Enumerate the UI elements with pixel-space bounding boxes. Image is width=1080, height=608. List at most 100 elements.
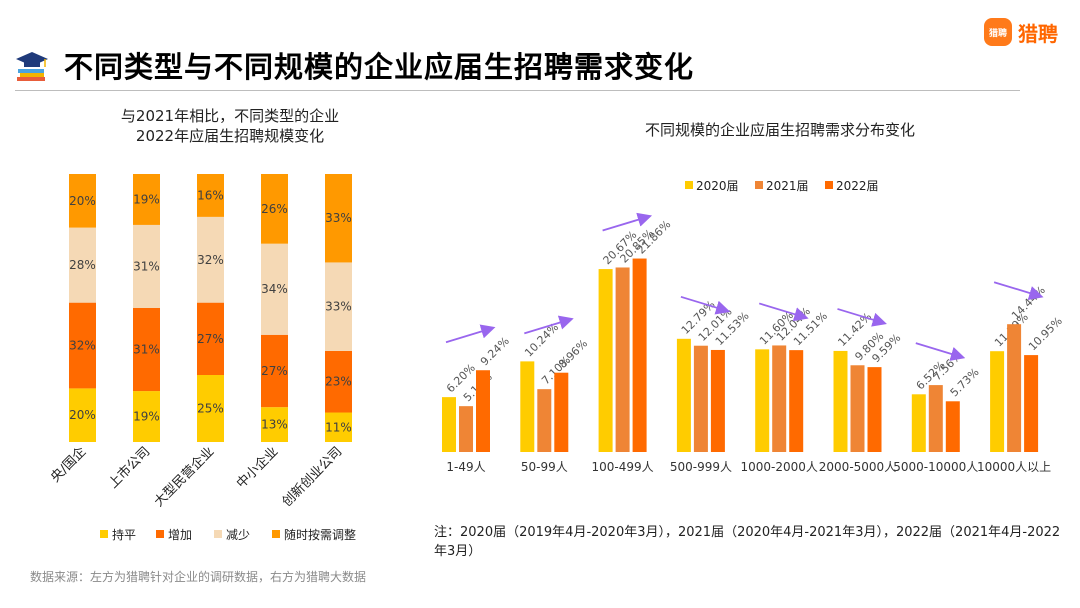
bar-2-2 [537,389,552,452]
bar-6-2 [850,365,865,452]
legend-swatch [100,530,108,538]
trend-arrow-down [680,295,731,315]
legend-label: 减少 [226,528,250,542]
bar-4-2 [693,345,708,452]
legend-label: 持平 [112,527,136,542]
trend-arrow-up [602,212,653,232]
stack-value-label: 16% [197,188,224,202]
bar-3-2 [615,267,630,452]
bar-3-1 [598,269,613,452]
stack-segment-1-4 [69,174,96,228]
brand-name: 猎聘 [1018,21,1058,46]
stack-value-label: 13% [261,418,288,432]
stack-segment-5-2 [325,350,352,413]
stack-segment-3-1 [197,375,224,442]
category-label: 5000-10000人 [893,460,978,474]
bar-6-3 [867,367,882,452]
stack-segment-4-4 [261,174,288,244]
bar-5-1 [755,349,770,452]
brand: 猎聘 猎聘 [984,18,1058,46]
trend-arrow-up [445,324,496,344]
left-chart-title: 与2021年相比，不同类型的企业 2022年应届生招聘规模变化 [80,106,380,146]
category-label: 大型民营企业 [151,444,217,510]
stack-value-label: 20% [69,194,96,208]
trend-arrow-down [758,302,809,322]
bar-3-3 [632,258,647,452]
stack-segment-5-4 [325,174,352,263]
stack-value-label: 28% [69,258,96,272]
stack-value-label: 19% [133,192,160,206]
legend-swatch [825,181,833,189]
bar-value-label: 8.96% [556,337,590,371]
legend-label: 2022届 [836,179,879,193]
stack-value-label: 27% [197,332,224,346]
bar-5-3 [789,350,804,452]
category-label: 1-49人 [446,460,485,474]
category-label: 100-499人 [592,460,654,474]
legend-swatch [156,530,164,538]
legend-swatch [272,530,280,538]
stack-value-label: 11% [325,420,352,434]
stack-segment-1-3 [69,227,96,303]
right-chart-title: 不同规模的企业应届生招聘需求分布变化 [644,121,915,139]
category-label: 央/国企 [47,444,89,486]
legend-swatch [685,181,693,189]
stack-value-label: 31% [133,259,160,273]
stack-value-label: 31% [133,343,160,357]
bar-6-1 [833,350,848,452]
stack-segment-4-1 [261,407,288,442]
bar-8-2 [1007,324,1022,452]
stack-segment-3-3 [197,216,224,303]
stack-segment-1-2 [69,302,96,389]
category-label: 上市公司 [105,444,153,492]
trend-arrow-down [993,281,1044,300]
stacked-bar-chart: 20% 32% 28% 20% 央/国企 19% 31% 31% 19% 上市公司 25% 27% 32… [47,174,356,542]
stack-value-label: 32% [69,339,96,353]
bar-1-1 [442,397,456,452]
bar-7-2 [928,385,943,452]
stack-value-label: 23% [325,375,352,389]
data-source: 数据来源：左方为猎聘针对企业的调研数据，右方为猎聘大数据 [30,570,367,584]
stack-segment-2-3 [133,224,160,308]
category-label: 创新创业公司 [279,444,345,510]
bar-8-3 [1024,355,1039,452]
stack-segment-1-1 [69,388,96,442]
category-label: 500-999人 [670,460,732,474]
stack-segment-4-2 [261,334,288,408]
left-chart-title-line-1: 与2021年相比，不同类型的企业 [120,107,340,125]
stack-value-label: 34% [261,282,288,296]
stack-value-label: 33% [325,300,352,314]
bar-5-2 [772,345,787,452]
stack-segment-5-1 [325,412,352,442]
stack-value-label: 19% [133,410,160,424]
graduation-cap-books-icon [14,48,50,84]
stack-segment-5-3 [325,262,352,351]
grouped-bar-chart: 2020届2021届2022届6.20%5.18%9.24%1-49人10.24… [442,179,1065,474]
trend-arrow-down [915,342,966,361]
category-label: 10000人以上 [977,460,1051,474]
bar-1-2 [459,406,473,452]
legend-label: 增加 [168,528,192,542]
stack-segment-3-4 [197,174,224,217]
footnote: 注：2020届（2019年4月-2020年3月），2021届（2020年4月-2… [434,525,1061,559]
stack-segment-4-3 [261,243,288,335]
bar-2-3 [554,372,569,452]
stack-segment-2-1 [133,391,160,442]
stack-segment-2-4 [133,174,160,225]
bar-1-3 [476,370,490,452]
category-label: 1000-2000人 [740,460,817,474]
stack-value-label: 26% [261,202,288,216]
legend-label: 随时按需调整 [284,527,356,542]
legend-label: 2020届 [696,179,739,193]
stack-value-label: 25% [197,402,224,416]
bar-value-label: 10.24% [522,321,561,360]
bar-value-label: 5.73% [948,366,982,400]
trend-arrow-up [524,315,574,335]
legend-swatch [755,181,763,189]
stack-value-label: 33% [325,211,352,225]
bar-8-1 [990,351,1005,452]
stack-value-label: 20% [69,408,96,422]
category-label: 50-99人 [521,460,568,474]
legend-swatch [214,530,222,538]
category-label: 2000-5000人 [819,460,896,474]
